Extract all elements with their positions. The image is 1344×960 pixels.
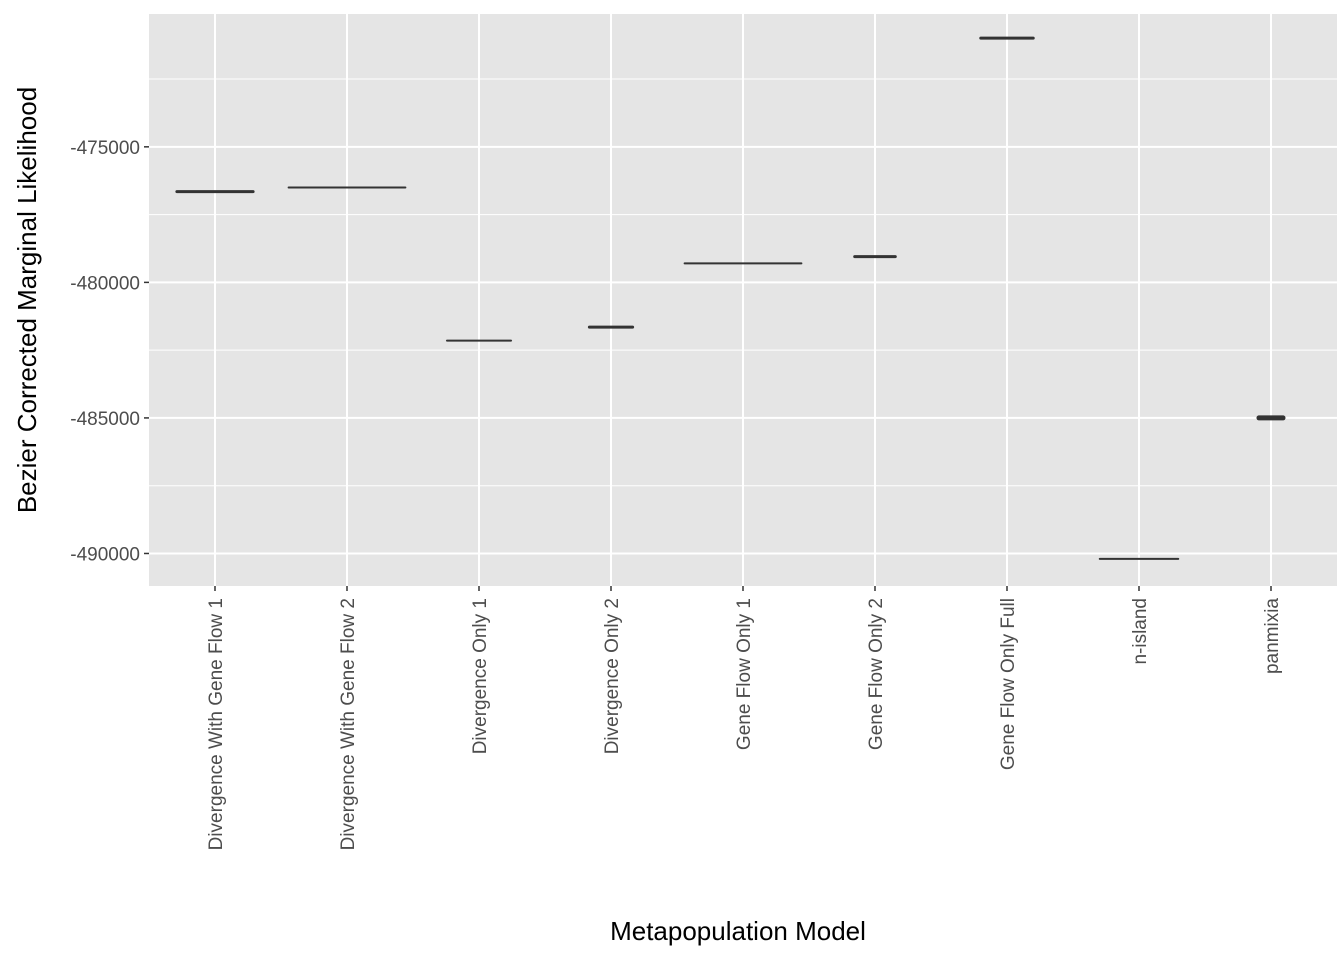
x-tick-label: Gene Flow Only 1 — [734, 598, 755, 750]
x-tick-label: Divergence Only 2 — [602, 598, 623, 754]
x-tick-label: Gene Flow Only 2 — [866, 598, 887, 750]
y-axis-title: Bezier Corrected Marginal Likelihood — [12, 87, 42, 513]
violin-gene-flow-only-1 — [683, 262, 803, 265]
y-tick-label: -480000 — [70, 273, 140, 294]
x-tick-label: Divergence With Gene Flow 1 — [206, 598, 227, 850]
violin-gene-flow-only-full — [979, 36, 1035, 40]
x-tick-label: Gene Flow Only Full — [998, 598, 1019, 770]
violin-divergence-only-2 — [587, 325, 635, 329]
major-gridlines — [149, 14, 1337, 586]
violin-divergence-with-gene-flow-1 — [175, 190, 255, 194]
y-tick-label: -490000 — [70, 544, 140, 565]
x-axis: Divergence With Gene Flow 1 Divergence Wi… — [206, 586, 1283, 850]
violin-divergence-only-1 — [446, 339, 512, 342]
x-tick-label: panmixia — [1262, 598, 1283, 674]
y-axis: -475000 -480000 -485000 -490000 — [70, 138, 149, 565]
y-tick-label: -485000 — [70, 409, 140, 430]
x-axis-title: Metapopulation Model — [610, 916, 866, 946]
violin-marks — [175, 36, 1286, 560]
x-tick-label: n-island — [1130, 598, 1151, 665]
violin-divergence-with-gene-flow-2 — [287, 186, 407, 189]
x-tick-label: Divergence With Gene Flow 2 — [338, 598, 359, 850]
violin-n-island — [1098, 557, 1180, 560]
x-tick-label: Divergence Only 1 — [470, 598, 491, 754]
violin-gene-flow-only-2 — [853, 255, 897, 259]
y-tick-label: -475000 — [70, 138, 140, 159]
violin-panmixia — [1256, 415, 1286, 421]
